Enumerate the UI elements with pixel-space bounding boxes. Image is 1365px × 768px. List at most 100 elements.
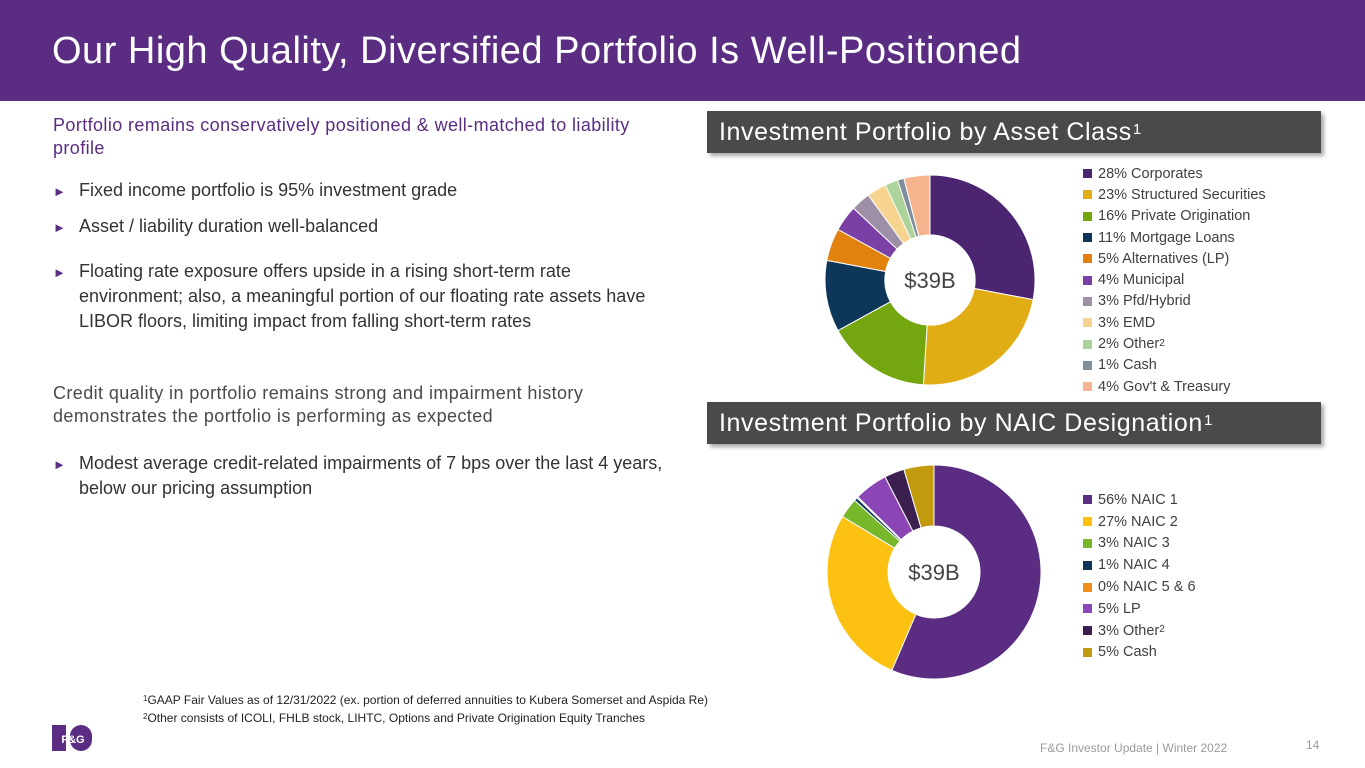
legend-label: 1% Cash <box>1098 357 1157 374</box>
legend-swatch <box>1083 211 1092 221</box>
naic-chart-title: Investment Portfolio by NAIC Designation… <box>707 402 1321 444</box>
legend-label: 3% NAIC 3 <box>1098 535 1170 552</box>
legend-item: 2% Other 2 <box>1083 333 1266 354</box>
legend-label: 4% Gov't & Treasury <box>1098 378 1231 395</box>
pie-slice-0 <box>929 174 1036 301</box>
pie-slice-7 <box>903 464 935 529</box>
legend-label: 0% NAIC 5 & 6 <box>1098 579 1196 596</box>
legend-label: 16% Private Origination <box>1098 208 1251 225</box>
bullet-text: Modest average credit-related impairment… <box>79 453 663 498</box>
pie-center-label: $39B <box>904 268 955 293</box>
legend-label: 28% Corporates <box>1098 165 1203 182</box>
legend-item: 5% Alternatives (LP) <box>1083 248 1266 269</box>
bullet-arrow-icon: ► <box>53 457 66 472</box>
legend-label: 11% Mortgage Loans <box>1098 229 1235 246</box>
footer-text: F&G Investor Update | Winter 2022 <box>1040 741 1228 755</box>
asset-class-pie-chart: $39B <box>824 174 1036 386</box>
legend-item: 4% Gov't & Treasury <box>1083 376 1266 397</box>
naic-pie-chart: $39B <box>826 464 1042 680</box>
naic-legend: 56% NAIC 1 27% NAIC 2 3% NAIC 3 1% NAIC 4 0%… <box>1083 489 1196 663</box>
legend-swatch <box>1083 254 1092 264</box>
legend-swatch <box>1083 275 1092 285</box>
subheading-credit-quality: Credit quality in portfolio remains stro… <box>53 383 584 426</box>
footnote-ref: 1 <box>1203 412 1213 429</box>
legend-label: 3% Pfd/Hybrid <box>1098 293 1191 310</box>
page-title: Our High Quality, Diversified Portfolio … <box>52 30 1022 72</box>
legend-swatch <box>1083 190 1092 200</box>
bullet-impairments: ► Modest average credit-related impairme… <box>53 451 673 501</box>
legend-item: 3% Pfd/Hybrid <box>1083 291 1266 312</box>
pie-slice-1 <box>826 515 917 671</box>
pie-slice-1 <box>922 287 1034 386</box>
legend-item: 11% Mortgage Loans <box>1083 227 1266 248</box>
legend-swatch <box>1083 318 1092 328</box>
pie-slice-10 <box>903 174 931 237</box>
bullet-investment-grade: ► Fixed income portfolio is 95% investme… <box>53 178 673 203</box>
legend-footnote-ref: 2 <box>1159 624 1165 636</box>
header-bar: Our High Quality, Diversified Portfolio … <box>0 0 1365 101</box>
legend-item: 27% NAIC 2 <box>1083 511 1196 533</box>
footnote-2: 2Other consists of ICOLI, FHLB stock, LI… <box>143 711 645 725</box>
bullet-text: Fixed income portfolio is 95% investment… <box>79 180 458 200</box>
legend-swatch <box>1083 233 1092 243</box>
legend-swatch <box>1083 360 1092 370</box>
legend-swatch <box>1083 517 1092 527</box>
pie-center-label: $39B <box>908 560 959 585</box>
legend-item: 28% Corporates <box>1083 163 1266 184</box>
legend-item: 23% Structured Securities <box>1083 184 1266 205</box>
legend-item: 3% EMD <box>1083 312 1266 333</box>
legend-footnote-ref: 2 <box>1159 337 1165 349</box>
legend-item: 0% NAIC 5 & 6 <box>1083 576 1196 598</box>
legend-label: 27% NAIC 2 <box>1098 513 1178 530</box>
legend-label: 4% Municipal <box>1098 272 1185 289</box>
legend-label: 2% Other <box>1098 336 1160 353</box>
bullet-arrow-icon: ► <box>53 265 66 280</box>
legend-swatch <box>1083 538 1092 548</box>
legend-label: 56% NAIC 1 <box>1098 491 1178 508</box>
logo-text: F&G <box>61 734 84 746</box>
legend-item: 16% Private Origination <box>1083 206 1266 227</box>
legend-item: 1% NAIC 4 <box>1083 554 1196 576</box>
legend-swatch <box>1083 582 1092 592</box>
bullet-arrow-icon: ► <box>53 220 66 235</box>
bullet-floating-rate: ► Floating rate exposure offers upside i… <box>53 259 673 334</box>
legend-swatch <box>1083 382 1092 392</box>
legend-swatch <box>1083 604 1092 614</box>
pie-slice-0 <box>891 464 1042 680</box>
chart-title-text: Investment Portfolio by NAIC Designation <box>719 409 1203 437</box>
logo-block-right <box>70 725 92 751</box>
legend-label: 5% Cash <box>1098 644 1157 661</box>
page-number: 14 <box>1306 738 1320 752</box>
legend-label: 3% EMD <box>1098 314 1156 331</box>
legend-swatch <box>1083 626 1092 636</box>
asset-class-chart-title: Investment Portfolio by Asset Class1 <box>707 111 1321 153</box>
bullet-duration: ► Asset / liability duration well-balanc… <box>53 214 673 239</box>
legend-item: 1% Cash <box>1083 355 1266 376</box>
legend-swatch <box>1083 560 1092 570</box>
legend-swatch <box>1083 647 1092 657</box>
bullet-text: Floating rate exposure offers upside in … <box>79 261 646 331</box>
footnote-ref: 1 <box>1132 121 1142 138</box>
logo-block-left <box>52 725 66 751</box>
asset-class-legend: 28% Corporates 23% Structured Securities 1… <box>1083 163 1266 397</box>
legend-swatch <box>1083 495 1092 505</box>
legend-label: 1% NAIC 4 <box>1098 557 1170 574</box>
chart-title-text: Investment Portfolio by Asset Class <box>719 118 1132 146</box>
footnotes: 1GAAP Fair Values as of 12/31/2022 (ex. … <box>143 691 708 727</box>
legend-swatch <box>1083 169 1092 179</box>
company-logo: F&G <box>52 725 92 751</box>
legend-item: 4% Municipal <box>1083 269 1266 290</box>
subheading-positioning: Portfolio remains conservatively positio… <box>53 115 630 158</box>
legend-item: 56% NAIC 1 <box>1083 489 1196 511</box>
legend-item: 5% LP <box>1083 598 1196 620</box>
legend-item: 3% NAIC 3 <box>1083 533 1196 555</box>
bullet-arrow-icon: ► <box>53 184 66 199</box>
legend-label: 5% Alternatives (LP) <box>1098 250 1230 267</box>
bullet-text: Asset / liability duration well-balanced <box>79 216 379 236</box>
legend-item: 5% Cash <box>1083 642 1196 664</box>
legend-label: 5% LP <box>1098 600 1141 617</box>
legend-label: 3% Other <box>1098 622 1160 639</box>
legend-label: 23% Structured Securities <box>1098 186 1266 203</box>
footnote-1: 1GAAP Fair Values as of 12/31/2022 (ex. … <box>143 693 709 707</box>
legend-swatch <box>1083 339 1092 349</box>
